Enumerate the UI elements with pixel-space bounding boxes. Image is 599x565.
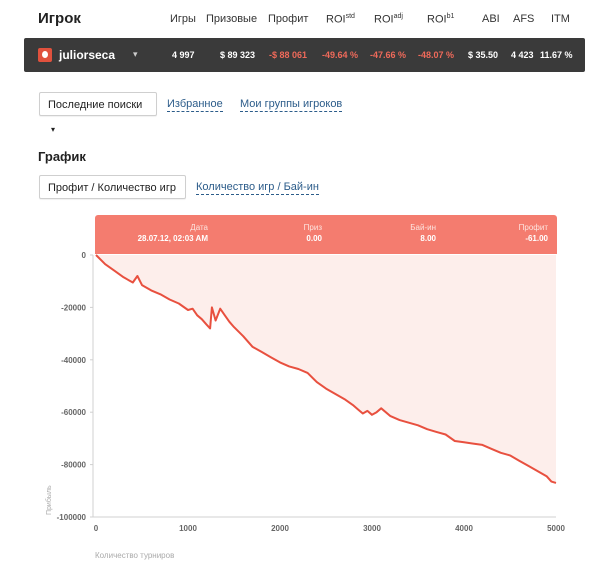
y-axis-title: Прибыль [45,485,53,515]
column-header-roi-adj[interactable]: ROIadj [374,13,403,26]
column-header-games[interactable]: Игры [170,13,196,25]
tooltip-date-label: Дата [190,223,208,232]
y-tick-label: -40000 [61,356,86,365]
tab-profit-vs-games-label: Профит / Количество игр [48,182,176,194]
tooltip-date-value: 28.07.12, 02:03 AM [137,234,208,243]
tooltip-buyin-label: Бай-ин [410,223,436,232]
chart-tooltip: Дата 28.07.12, 02:03 AM Приз 0.00 Бай-ин… [95,215,557,254]
recent-searches-dropdown[interactable]: Последние поиски ▾ [39,92,157,134]
tooltip-prize-label: Приз [303,223,322,232]
player-roi-std: -49.64 % [322,50,359,60]
y-tick-label: -20000 [61,303,86,312]
tooltip-prize-value: 0.00 [306,234,322,243]
column-header-prizes[interactable]: Призовые [206,13,258,25]
recent-searches-label: Последние поиски [48,99,143,111]
tab-games-vs-buyin[interactable]: Количество игр / Бай-ин [196,181,319,195]
my-player-groups-link[interactable]: Мои группы игроков [240,98,343,112]
player-roi-adj: -47.66 % [370,50,407,60]
column-header-profit[interactable]: Профит [268,13,309,25]
players-table-header: Игрок Игры Призовые Профит ROIstd ROIadj… [0,0,599,36]
player-games: 4 997 [172,50,195,60]
player-afs: 4 423 [511,50,534,60]
x-tick-label: 5000 [547,524,565,533]
column-header-itm[interactable]: ITM [551,13,570,25]
x-tick-label: 2000 [271,524,289,533]
tab-profit-vs-games[interactable]: Профит / Количество игр [39,175,186,199]
pokerstars-icon [38,48,52,62]
player-name[interactable]: juliorseca [59,48,116,62]
y-tick-label: -100000 [57,513,87,522]
chevron-down-icon[interactable]: ▾ [133,49,138,59]
player-prizes: $ 89 323 [220,50,256,60]
tooltip-buyin-value: 8.00 [420,234,436,243]
tooltip-profit-value: -61.00 [525,234,548,243]
profit-line [95,254,557,484]
y-tick-label: -80000 [61,461,86,470]
x-tick-label: 3000 [363,524,381,533]
graph-section-title: График [38,149,86,164]
x-axis-title: Количество турниров [95,551,174,560]
x-tick-label: 4000 [455,524,473,533]
column-header-roi-std[interactable]: ROIstd [326,13,355,26]
x-tick-label: 0 [94,524,99,533]
favorites-link[interactable]: Избранное [167,98,223,112]
player-abi: $ 35.50 [468,50,499,60]
column-header-player: Игрок [38,10,81,27]
column-header-afs[interactable]: AFS [513,13,535,25]
player-itm: 11.67 % [540,50,573,60]
player-roi-b1: -48.07 % [418,50,455,60]
column-header-abi[interactable]: ABI [482,13,500,25]
y-tick-label: -60000 [61,408,86,417]
y-tick-label: 0 [82,251,87,260]
player-profit: -$ 88 061 [269,50,308,60]
x-tick-label: 1000 [179,524,197,533]
player-row[interactable]: juliorseca ▾ 4 997 $ 89 323 -$ 88 061 -4… [24,38,585,72]
column-header-roi-b1[interactable]: ROIb1 [427,13,455,26]
tooltip-profit-label: Профит [518,223,548,232]
chevron-down-icon: ▾ [51,125,56,134]
